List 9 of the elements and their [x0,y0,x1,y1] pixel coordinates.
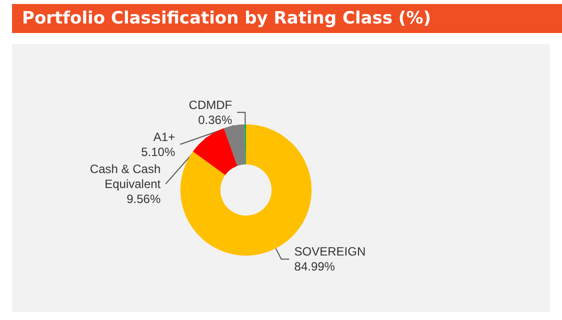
chart-title: Portfolio Classification by Rating Class (%) [22,8,431,28]
slice-label: CDMDF [188,98,232,112]
slice-label: SOVEREIGN [294,244,366,259]
slice-label: Cash & Cash Equivalent [90,162,162,191]
data-label: 84.99% [294,260,336,274]
data-label: 5.10% [141,144,176,159]
slice-label: A1+ [153,130,176,144]
data-label: 0.36% [198,112,232,127]
data-label: 9.56% [126,192,161,206]
